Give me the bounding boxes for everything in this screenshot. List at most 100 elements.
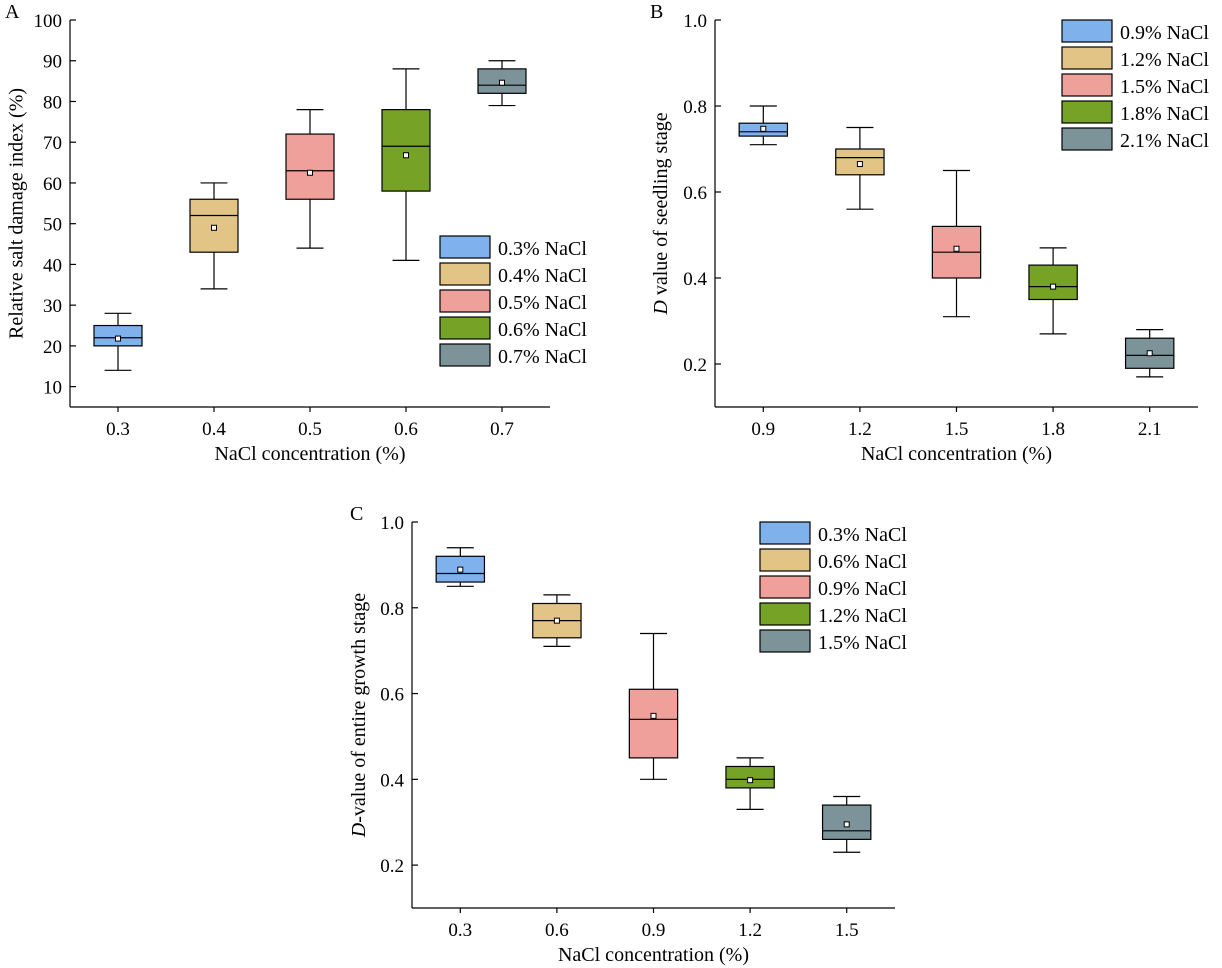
legend-swatch xyxy=(1061,100,1113,124)
legend-label: 1.2% NaCl xyxy=(1120,49,1209,71)
y-axis-label: D value of seedling stage xyxy=(650,112,672,315)
box-0.3 xyxy=(93,312,143,371)
x-tick-label: 0.7 xyxy=(490,419,514,440)
legend-swatch xyxy=(1061,19,1113,43)
panel-label: C xyxy=(350,503,363,525)
y-tick-label: 0.6 xyxy=(380,685,404,706)
legend-label: 0.9% NaCl xyxy=(818,578,907,600)
mean-marker xyxy=(457,566,464,573)
y-tick-label: 90 xyxy=(43,52,62,73)
x-tick-label: 0.6 xyxy=(394,419,418,440)
y-tick-label: 0.4 xyxy=(380,770,404,791)
iqr-box xyxy=(725,765,775,789)
legend-label: 0.6% NaCl xyxy=(818,551,907,573)
x-tick-label: 1.5 xyxy=(945,419,969,440)
legend-label: 1.5% NaCl xyxy=(1120,76,1209,98)
box-1.5 xyxy=(821,795,872,853)
legend: 0.3% NaCl 0.6% NaCl 0.9% NaCl 1.2% NaCl 1.5%… xyxy=(759,521,907,654)
y-tick-label: 50 xyxy=(43,215,62,236)
y-tick-label: 40 xyxy=(43,255,62,276)
mean-marker xyxy=(650,712,657,719)
x-tick-label: 0.3 xyxy=(106,419,130,440)
box-1.8 xyxy=(1028,247,1078,335)
x-tick-label: 0.5 xyxy=(298,419,322,440)
mean-marker xyxy=(843,821,850,828)
iqr-box xyxy=(628,688,679,759)
chart-panel-b: 0.2 0.4 0.6 0.8 1.0 0.9 1.2 1.5 1.8 2.1 NaCl conce… xyxy=(650,1,1210,465)
mean-marker xyxy=(1146,350,1153,357)
y-tick-label: 1.0 xyxy=(683,11,707,32)
legend-label: 0.6% NaCl xyxy=(498,319,587,341)
legend-swatch xyxy=(759,575,811,599)
legend-swatch xyxy=(759,548,811,572)
legend-label: 1.2% NaCl xyxy=(818,605,907,627)
legend-label: 0.4% NaCl xyxy=(498,265,587,287)
iqr-box xyxy=(821,804,872,840)
legend: 0.3% NaCl 0.4% NaCl 0.5% NaCl 0.6% NaCl 0.7%… xyxy=(439,235,587,368)
legend-swatch xyxy=(759,629,811,653)
box-0.7 xyxy=(477,60,527,107)
y-axis-label: Relative salt damage index (%) xyxy=(6,88,28,339)
chart-panel-c: 0.2 0.4 0.6 0.8 1.0 0.3 0.6 0.9 1.2 1.5 NaCl conce… xyxy=(348,503,908,966)
y-tick-label: 0.2 xyxy=(380,856,404,877)
legend-swatch xyxy=(439,343,491,367)
legend-swatch xyxy=(759,602,811,626)
legend-swatch xyxy=(439,316,491,340)
y-tick-label: 30 xyxy=(43,296,62,317)
chart-panel-a: 10 20 30 40 50 60 70 80 90 100 0.3 0.4 0.5 0.6 0.7 NaCl… xyxy=(5,1,587,465)
legend-swatch xyxy=(1061,46,1113,70)
mean-marker xyxy=(403,152,409,159)
iqr-box xyxy=(285,133,335,200)
x-tick-label: 1.2 xyxy=(738,920,762,941)
y-tick-label: 100 xyxy=(34,11,63,32)
legend-label: 0.5% NaCl xyxy=(498,292,587,314)
panel-label: B xyxy=(650,1,663,23)
box-2.1 xyxy=(1124,329,1175,378)
mean-marker xyxy=(211,224,217,231)
x-axis-label: NaCl concentration (%) xyxy=(558,944,749,966)
y-tick-label: 0.6 xyxy=(683,183,707,204)
legend-label: 0.7% NaCl xyxy=(498,346,587,368)
iqr-box xyxy=(477,68,527,94)
legend-swatch xyxy=(1061,73,1113,97)
y-tick-label: 0.4 xyxy=(683,269,707,290)
legend-swatch xyxy=(1061,127,1113,151)
y-tick-label: 70 xyxy=(43,133,62,154)
y-tick-label: 60 xyxy=(43,174,62,195)
legend-swatch xyxy=(759,521,811,545)
iqr-box xyxy=(1028,264,1078,301)
legend-swatch xyxy=(439,235,491,259)
mean-marker xyxy=(1050,283,1057,290)
y-axis-label: D-value of entire growth stage xyxy=(348,593,370,838)
mean-marker xyxy=(115,335,121,342)
x-axis-label: NaCl concentration (%) xyxy=(214,443,405,465)
legend: 0.9% NaCl 1.2% NaCl 1.5% NaCl 1.8% NaCl 2.1%… xyxy=(1061,19,1209,152)
x-tick-label: 0.9 xyxy=(751,419,775,440)
x-tick-label: 0.9 xyxy=(642,920,666,941)
y-tick-label: 0.2 xyxy=(683,355,707,376)
x-tick-label: 1.5 xyxy=(835,920,859,941)
box-0.5 xyxy=(285,109,335,249)
box-1.2 xyxy=(835,126,885,210)
mean-marker xyxy=(856,161,863,168)
x-tick-label: 1.8 xyxy=(1041,419,1065,440)
x-axis-label: NaCl concentration (%) xyxy=(861,443,1052,465)
legend-label: 2.1% NaCl xyxy=(1120,130,1209,152)
legend-label: 0.9% NaCl xyxy=(1120,22,1209,44)
x-tick-label: 0.6 xyxy=(545,920,569,941)
box-1.5 xyxy=(931,169,982,318)
x-tick-label: 1.2 xyxy=(848,419,872,440)
mean-marker xyxy=(553,617,560,624)
box-0.3 xyxy=(435,547,486,587)
legend-swatch xyxy=(439,262,491,286)
iqr-box xyxy=(381,109,431,192)
legend-label: 0.3% NaCl xyxy=(818,524,907,546)
legend-label: 0.3% NaCl xyxy=(498,238,587,260)
legend-swatch xyxy=(439,289,491,313)
y-tick-label: 1.0 xyxy=(380,513,404,534)
box-0.6 xyxy=(532,594,582,647)
y-tick-label: 80 xyxy=(43,92,62,113)
x-tick-label: 0.3 xyxy=(448,920,472,941)
mean-marker xyxy=(760,125,767,132)
